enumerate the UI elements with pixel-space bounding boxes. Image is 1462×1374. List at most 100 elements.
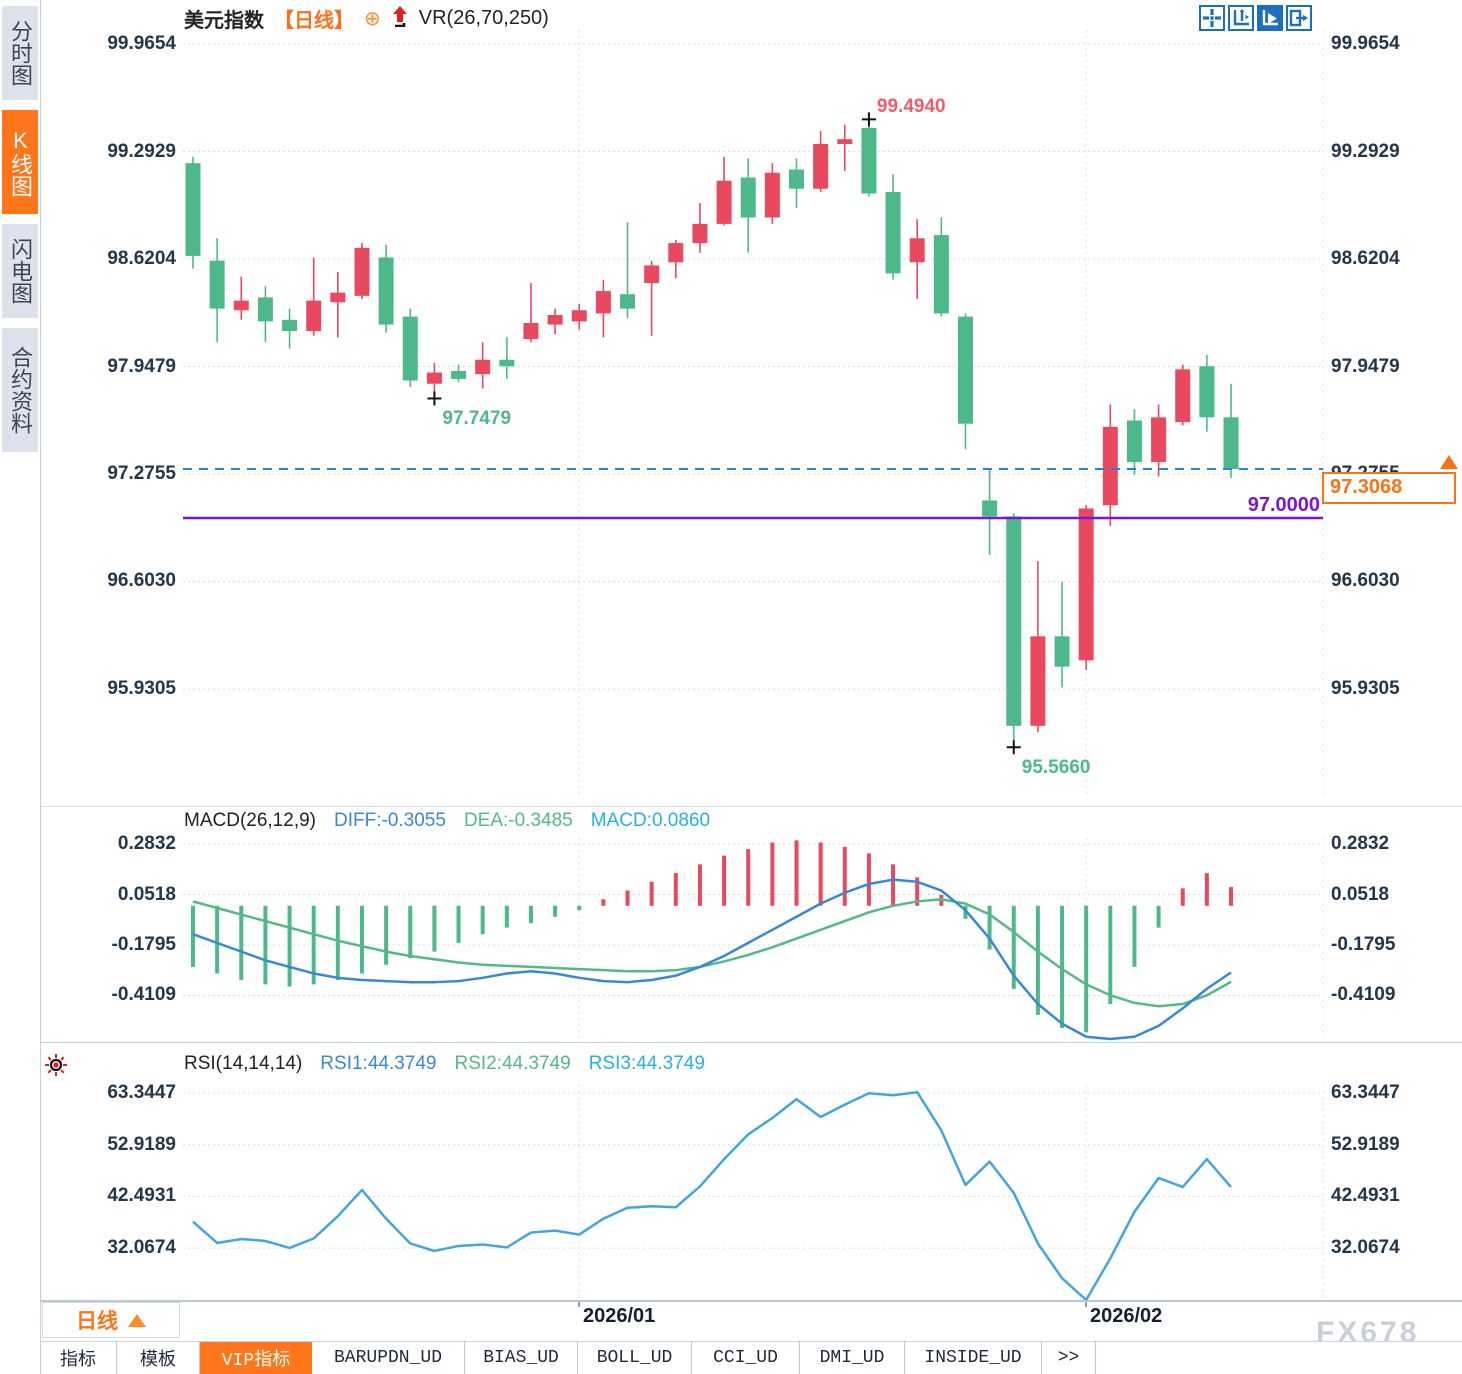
chart-titlebar: 美元指数 【日线】 ⊕ VR(26,70,250) xyxy=(184,4,549,32)
y-axis-label: -0.1795 xyxy=(111,933,176,955)
dea-line xyxy=(192,898,1232,1008)
candle-body xyxy=(982,500,998,517)
x-axis-label: 2026/02 xyxy=(1090,1305,1163,1327)
candle-body xyxy=(282,319,298,331)
bottom-tabbar: 指标 模板 VIP指标 BARUPDN_UD BIAS_UD BOLL_UD CCI_UD D… xyxy=(40,1342,1096,1374)
tab-more[interactable]: >> xyxy=(1042,1342,1096,1374)
macd-header: MACD(26,12,9) DIFF:-0.3055 DEA:-0.3485 M… xyxy=(184,810,710,832)
y-axis-label: 97.2755 xyxy=(107,462,176,484)
candle-body xyxy=(1030,636,1046,726)
axis-scale-icon[interactable] xyxy=(1228,5,1254,31)
rsi-line xyxy=(192,1090,1232,1302)
tab-bias_ud[interactable]: BIAS_UD xyxy=(465,1342,578,1374)
sidebar-tab-minute-chart[interactable]: 分时图 xyxy=(2,6,38,100)
candle-body xyxy=(789,169,804,189)
sidebar-tab-flash-chart[interactable]: 闪电图 xyxy=(2,224,38,318)
candle-body xyxy=(620,294,636,309)
rsi3-readout: RSI3:44.3749 xyxy=(588,1053,705,1074)
sidebar-tab-contract-info[interactable]: 合约资料 xyxy=(2,328,38,452)
support-line-label: 97.0000 xyxy=(1247,494,1320,517)
tab-dmi_ud[interactable]: DMI_UD xyxy=(800,1342,905,1374)
candle-body xyxy=(378,257,394,325)
y-axis-label: 63.3447 xyxy=(107,1082,176,1103)
rsi-params: RSI(14,14,14) xyxy=(184,1053,303,1074)
tab-indicators[interactable]: 指标 xyxy=(40,1342,117,1374)
candle-body xyxy=(692,223,708,244)
up-arrow-icon xyxy=(391,5,409,32)
watermark: FX678 xyxy=(1316,1316,1420,1349)
chart-toolbar xyxy=(1199,5,1312,31)
indicator-title: VR(26,70,250) xyxy=(418,6,549,29)
candle-body xyxy=(257,297,273,322)
y-axis-label: 98.6204 xyxy=(107,248,176,269)
pan-right-icon[interactable] xyxy=(1286,5,1312,31)
candle-body xyxy=(1006,516,1022,726)
price-up-triangle-icon xyxy=(1440,454,1458,469)
y-axis-label: 96.6030 xyxy=(107,570,176,592)
diff-line xyxy=(192,878,1232,1041)
high-price-annotation: 99.4940 xyxy=(876,96,946,118)
candle-body xyxy=(1151,417,1167,463)
left-sidebar: 分时图 K线图闪电图合约资料 xyxy=(0,0,41,1374)
y-axis-label: 42.4931 xyxy=(107,1185,176,1207)
y-axis-label: 0.2832 xyxy=(1331,833,1390,854)
y-axis-label: 32.0674 xyxy=(1331,1237,1400,1259)
candle-body xyxy=(354,247,370,296)
sidebar-tab-candle-chart[interactable]: K线图 xyxy=(2,110,38,214)
candle-body xyxy=(475,359,491,375)
axis-play-icon[interactable] xyxy=(1257,5,1283,31)
candle-body xyxy=(595,291,611,314)
low-price-annotation: 95.5660 xyxy=(1021,757,1091,779)
candle-body xyxy=(1054,636,1070,667)
y-axis-label: 99.2929 xyxy=(107,140,176,162)
y-axis-label: 0.2832 xyxy=(117,833,176,854)
candle-body xyxy=(1223,417,1239,469)
tab-templates[interactable]: 模板 xyxy=(117,1342,200,1374)
candle-body xyxy=(813,143,829,189)
period-selector[interactable]: 日线 xyxy=(42,1302,180,1338)
candle-body xyxy=(571,310,587,322)
candle-body xyxy=(1102,426,1118,506)
candle-body xyxy=(1126,420,1142,463)
low-price-annotation: 97.7479 xyxy=(442,408,512,430)
y-axis-label: -0.4109 xyxy=(1331,984,1396,1006)
y-axis-label: 96.6030 xyxy=(1331,570,1400,592)
rsi-header: RSI(14,14,14) RSI1:44.3749 RSI2:44.3749 … xyxy=(184,1053,705,1075)
y-axis-label: 0.0518 xyxy=(117,883,176,905)
add-indicator-icon[interactable]: ⊕ xyxy=(364,7,381,30)
candle-body xyxy=(837,139,853,144)
tab-inside_ud[interactable]: INSIDE_UD xyxy=(905,1342,1042,1374)
candle-body xyxy=(1199,366,1215,418)
y-axis-label: 0.0518 xyxy=(1331,883,1390,905)
y-axis-label: 52.9189 xyxy=(1331,1133,1400,1155)
candle-body xyxy=(1078,508,1094,661)
y-axis-label: -0.4109 xyxy=(111,984,176,1006)
tab-boll_ud[interactable]: BOLL_UD xyxy=(578,1342,692,1374)
y-axis-label: 99.2929 xyxy=(1331,140,1400,162)
y-axis-label: 63.3447 xyxy=(1331,1082,1400,1103)
tab-cci_ud[interactable]: CCI_UD xyxy=(692,1342,800,1374)
y-axis-label: 99.9654 xyxy=(1331,33,1400,54)
candle-body xyxy=(547,315,563,325)
macd-diff-readout: DIFF:-0.3055 xyxy=(334,810,446,831)
candle-body xyxy=(499,359,515,367)
candle-body xyxy=(861,127,877,194)
y-axis-label: 98.6204 xyxy=(1331,248,1400,269)
macd-hist-readout: MACD:0.0860 xyxy=(590,810,711,831)
tab-barupdn_ud[interactable]: BARUPDN_UD xyxy=(312,1342,465,1374)
y-axis-label: 42.4931 xyxy=(1331,1185,1400,1207)
crosshair-icon[interactable] xyxy=(1199,5,1225,31)
y-axis-label: 99.9654 xyxy=(107,33,176,54)
y-axis-label: 97.9479 xyxy=(107,355,176,377)
panel-separator xyxy=(40,806,1462,807)
candle-body xyxy=(764,172,780,218)
panel-separator xyxy=(40,1042,1462,1043)
tab-vip-indicators[interactable]: VIP指标 xyxy=(200,1342,312,1374)
alert-icon[interactable] xyxy=(44,1053,68,1082)
candle-body xyxy=(644,265,660,284)
candle-body xyxy=(402,316,418,381)
tabbar-border xyxy=(40,1341,1462,1342)
y-axis-label: 97.9479 xyxy=(1331,355,1400,377)
candle-body xyxy=(957,316,973,424)
